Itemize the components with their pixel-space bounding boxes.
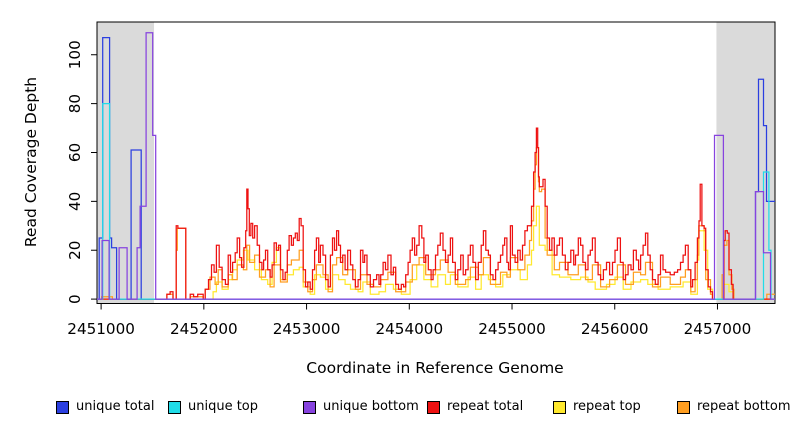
series-unique-bottom-line (97, 32, 775, 300)
y-axis-title: Read Coverage Depth (22, 76, 40, 248)
gray-highlight-band (716, 22, 775, 304)
y-tick-label: 60 (66, 143, 84, 162)
legend-item-unique-total: unique total (56, 399, 154, 415)
legend-swatch-unique-total (56, 400, 69, 414)
legend-label: repeat top (573, 399, 641, 414)
x-tick-label: 2456000 (581, 320, 649, 338)
x-axis-title: Coordinate in Reference Genome (306, 359, 564, 377)
series-unique-total-line (97, 36, 775, 300)
x-tick-label: 2452000 (170, 320, 238, 338)
x-tick-label: 2451000 (67, 320, 135, 338)
legend-label: unique total (76, 399, 155, 414)
legend-item-repeat-top: repeat top (553, 399, 641, 415)
x-tick-label: 2453000 (273, 320, 341, 338)
y-tick-label: 80 (66, 94, 84, 113)
y-tick-label: 100 (66, 40, 84, 69)
plot-border-box (96, 21, 776, 304)
gray-highlight-band (97, 22, 155, 304)
series-repeat-bottom-line (97, 146, 775, 300)
series-repeat-total-line (97, 127, 775, 300)
x-tick-label: 2454000 (375, 320, 443, 338)
legend-swatch-repeat-top (553, 400, 566, 414)
legend-item-repeat-bottom: repeat bottom (677, 399, 791, 415)
y-tick-label: 20 (66, 241, 84, 260)
legend-label: repeat bottom (697, 399, 791, 414)
legend-label: repeat total (447, 399, 524, 414)
x-tick-label: 2455000 (478, 320, 546, 338)
chart-legend: unique total unique top unique bottom repea… (0, 399, 792, 419)
legend-swatch-unique-top (168, 400, 181, 414)
legend-label: unique top (188, 399, 259, 414)
legend-swatch-unique-bottom (303, 400, 316, 414)
legend-item-repeat-total: repeat total (427, 399, 523, 415)
legend-item-unique-top: unique top (168, 399, 258, 415)
legend-swatch-repeat-total (427, 400, 440, 414)
legend-item-unique-bottom: unique bottom (303, 399, 419, 415)
y-tick-label: 0 (66, 294, 84, 304)
legend-swatch-repeat-bottom (677, 400, 690, 414)
legend-label: unique bottom (323, 399, 419, 414)
y-tick-label: 40 (66, 192, 84, 211)
x-tick-label: 2457000 (684, 320, 752, 338)
series-repeat-top-line (97, 205, 775, 300)
